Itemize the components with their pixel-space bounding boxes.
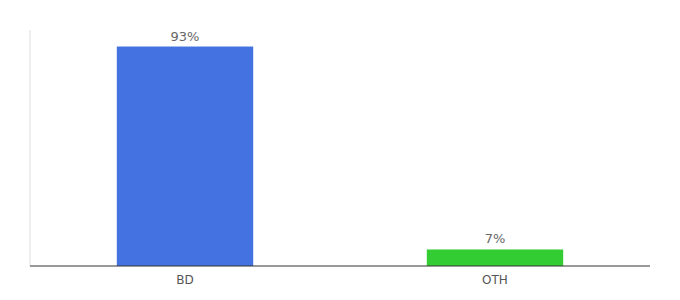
data-label: 93% xyxy=(171,29,200,44)
chart-svg: 93% 7% BD OTH xyxy=(0,0,680,300)
bar xyxy=(427,249,563,266)
data-label: 7% xyxy=(485,231,506,246)
y-axis-line xyxy=(30,30,31,266)
bar xyxy=(117,47,253,266)
x-axis-line xyxy=(30,266,650,267)
chart-container: 93% 7% BD OTH xyxy=(0,0,680,300)
bars xyxy=(117,47,563,266)
x-tick-label: OTH xyxy=(482,273,508,287)
x-tick-label: BD xyxy=(176,273,193,287)
